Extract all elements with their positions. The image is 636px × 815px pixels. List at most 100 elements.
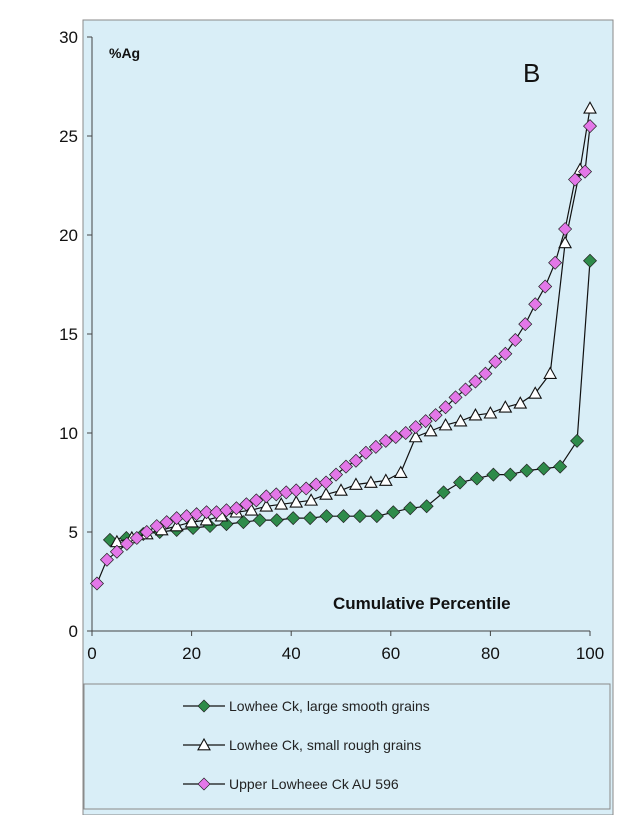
series-3-point	[558, 222, 573, 237]
series-2-point	[543, 366, 558, 379]
series-1-point	[503, 467, 518, 482]
series-3-point	[408, 420, 423, 435]
series-layer	[89, 101, 597, 591]
series-2-point	[259, 499, 274, 512]
series-2-point	[583, 101, 597, 114]
series-3-point	[428, 408, 443, 423]
legend-box	[83, 683, 611, 810]
series-2-point	[199, 512, 214, 526]
x-tick-label: 60	[381, 644, 400, 663]
legend: Lowhee Ck, large smooth grains Lowhee Ck,…	[183, 698, 430, 792]
series-1-point	[553, 459, 568, 474]
y-tick-label: 30	[59, 28, 78, 47]
series-3-point	[199, 505, 214, 520]
legend-marker	[197, 699, 211, 713]
series-2-point	[289, 495, 304, 508]
series-3-point	[89, 576, 104, 591]
series-3-point	[99, 552, 114, 567]
x-tick-label: 100	[576, 644, 604, 663]
series-3-point	[583, 119, 597, 134]
series-1-point	[436, 485, 451, 500]
series-3-point	[538, 279, 553, 294]
y-tick-label: 0	[69, 622, 78, 641]
series-1-point	[336, 509, 351, 524]
series-3-point	[438, 400, 453, 415]
series-2-point	[558, 235, 573, 249]
series-2-point	[423, 423, 438, 437]
series-2-point	[498, 400, 513, 413]
legend-entry-2: Lowhee Ck, small rough grains	[183, 737, 421, 753]
axes: 0 5 10 15 20 25 30 0 20 40 60 80 100	[59, 28, 604, 663]
series-2-point	[453, 413, 468, 427]
series-3-point	[239, 497, 254, 512]
series-2-point	[274, 497, 289, 510]
series-3-point	[319, 475, 334, 490]
series-1-point	[469, 471, 484, 486]
series-3-point	[358, 445, 373, 460]
series-3-point	[518, 317, 533, 332]
series-1-point	[583, 253, 597, 268]
series-3-point	[368, 439, 383, 454]
series-3-point	[119, 536, 134, 551]
series-1-point	[269, 513, 284, 528]
series-1-point	[286, 511, 301, 526]
series-3-point	[378, 433, 393, 448]
series-2-point	[408, 429, 423, 443]
y-tick-label: 15	[59, 325, 78, 344]
series-1-point	[419, 499, 434, 514]
series-3-point	[159, 515, 174, 530]
series-3-point	[448, 390, 463, 405]
series-3-point	[109, 544, 124, 559]
series-2-point	[169, 518, 184, 532]
series-3-point	[418, 414, 433, 429]
series-3-point	[299, 481, 314, 496]
series-1-point	[570, 433, 585, 448]
x-tick-label: 0	[87, 644, 96, 663]
series-3-point	[528, 297, 543, 312]
series-1-point	[352, 509, 367, 524]
y-axis-label: %Ag	[109, 45, 140, 61]
series-3-point	[548, 255, 563, 270]
legend-marker	[197, 777, 211, 791]
series-3-point	[139, 525, 154, 539]
series-2-point	[184, 514, 199, 528]
series-1-point	[252, 513, 267, 528]
series-3-point	[468, 374, 483, 389]
series-3-point	[498, 346, 513, 361]
y-tick-label: 20	[59, 226, 78, 245]
series-3-point	[398, 426, 413, 440]
series-1-point	[303, 511, 318, 526]
legend-entry-3: Upper Lowheee Ck AU 596	[183, 776, 399, 792]
series-2-point	[363, 475, 378, 488]
series-3-point	[338, 459, 353, 474]
legend-label: Lowhee Ck, large smooth grains	[229, 698, 430, 714]
legend-marker	[197, 737, 211, 751]
legend-entry-1: Lowhee Ck, large smooth grains	[183, 698, 430, 714]
series-3-point	[329, 467, 344, 482]
series-2-point	[513, 396, 528, 409]
series-3-point	[508, 332, 523, 347]
series-2-point	[349, 477, 363, 490]
series-1-point	[319, 509, 334, 524]
x-tick-label: 40	[282, 644, 301, 663]
legend-label: Lowhee Ck, small rough grains	[229, 737, 421, 753]
series-2-point	[393, 465, 408, 478]
series-3-point	[458, 382, 473, 397]
series-1-point	[536, 461, 551, 476]
x-axis-label: Cumulative Percentile	[333, 594, 511, 613]
y-tick-label: 5	[69, 523, 78, 542]
series-2-point	[438, 417, 453, 431]
series-1-point	[486, 467, 501, 482]
y-tick-label: 10	[59, 424, 78, 443]
series-2-point	[528, 386, 543, 399]
series-3-point	[388, 429, 403, 444]
series-1-point	[369, 509, 384, 524]
series-3-point	[229, 501, 244, 516]
series-3-point	[478, 366, 493, 381]
series-2-point	[378, 473, 393, 486]
series-2-point	[319, 487, 333, 500]
series-3-point	[129, 530, 144, 545]
series-2-point	[483, 406, 498, 419]
series-2-point	[468, 408, 483, 421]
series-2-point	[304, 493, 319, 506]
